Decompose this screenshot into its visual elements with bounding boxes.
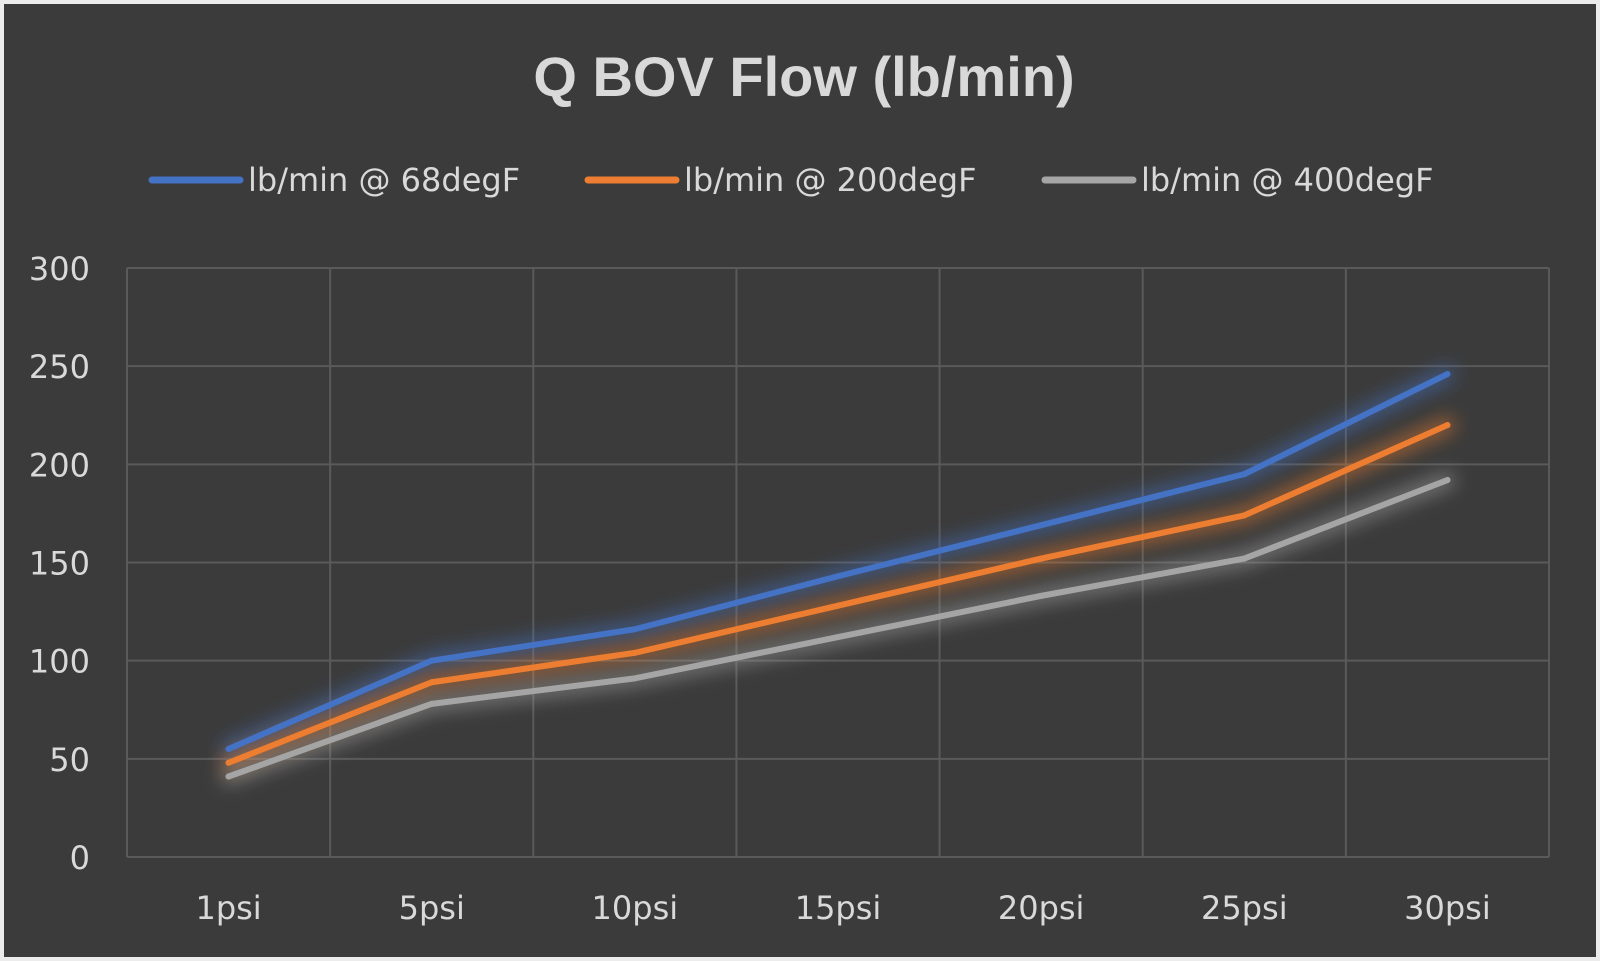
y-tick-label: 150 [29,545,90,583]
chart-title: Q BOV Flow (lb/min) [533,45,1075,108]
x-tick-label: 30psi [1404,889,1491,927]
x-tick-label: 15psi [795,889,882,927]
y-tick-label: 50 [49,741,90,779]
series-glow [220,472,1456,785]
data-point [428,679,435,686]
data-point [1241,512,1248,519]
data-point [428,700,435,707]
y-tick-label: 100 [29,643,90,681]
data-point [631,626,638,633]
data-point [1444,422,1451,429]
y-tick-label: 250 [29,348,90,386]
y-tick-label: 0 [70,839,90,877]
data-point [225,746,232,753]
data-point [835,602,841,609]
data-point [835,573,841,580]
legend: lb/min @ 68degF lb/min @ 200degF lb/min @ … [148,161,1433,199]
data-point [1241,555,1248,562]
data-point [428,657,435,664]
legend-label: lb/min @ 400degF [1141,161,1433,199]
series-line-2 [225,477,1451,780]
legend-label: lb/min @ 68degF [248,161,520,199]
x-tick-label: 5psi [399,889,465,927]
data-point [1038,555,1045,562]
data-point [631,675,638,682]
data-point [631,649,638,656]
data-point [1241,471,1248,478]
data-point [225,759,232,766]
x-axis: 1psi 5psi 10psi 15psi 20psi 25psi 30psi [195,889,1490,927]
data-point [1444,477,1451,484]
legend-label: lb/min @ 200degF [684,161,976,199]
data-point [1038,522,1045,529]
x-tick-label: 1psi [195,889,261,927]
x-tick-label: 25psi [1201,889,1288,927]
data-point [1444,371,1451,378]
data-point [225,773,232,780]
x-tick-label: 10psi [592,889,679,927]
data-point [835,634,841,641]
y-axis: 0 50 100 150 200 250 300 [29,250,90,877]
y-tick-label: 200 [29,446,90,484]
series-group [220,366,1456,785]
gridlines [126,267,1550,858]
data-point [1038,592,1045,599]
y-tick-label: 300 [29,250,90,288]
x-tick-label: 20psi [998,889,1085,927]
